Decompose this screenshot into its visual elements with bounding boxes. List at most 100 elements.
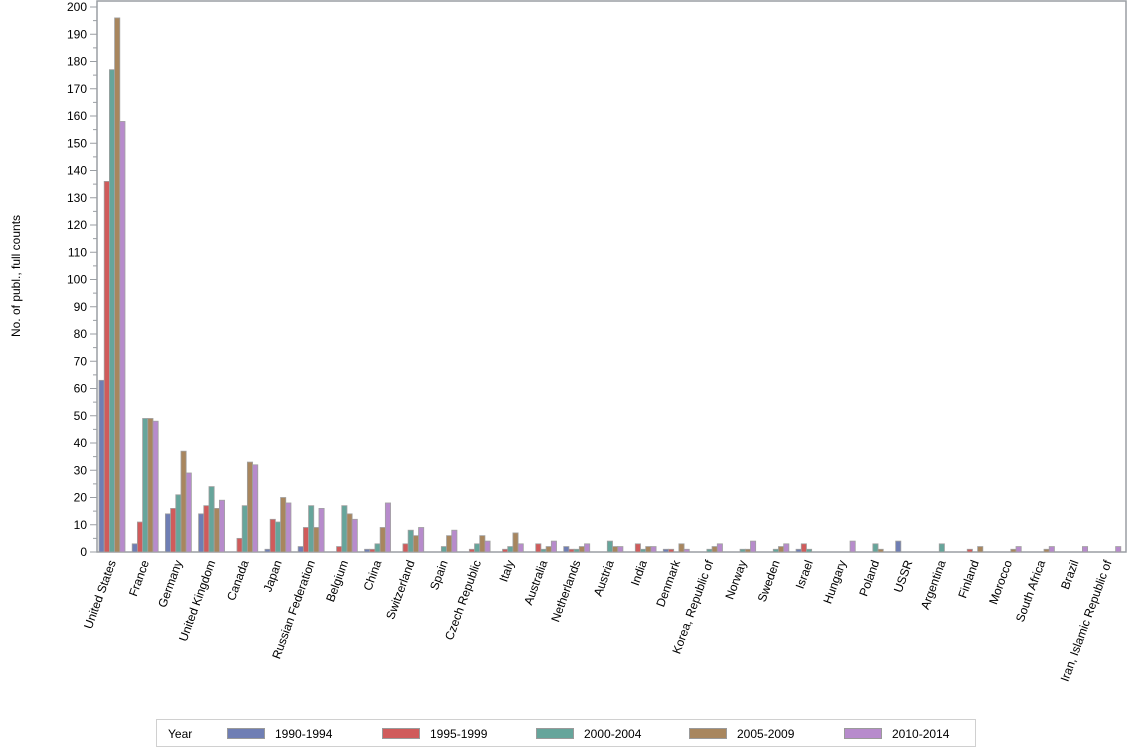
y-tick-label: 180 [67, 55, 87, 69]
bar [297, 546, 304, 553]
bar [336, 546, 343, 553]
x-tick-label: South Africa [1013, 558, 1048, 624]
legend-label: 2000-2004 [584, 727, 642, 741]
y-tick-label: 190 [67, 27, 87, 41]
bar [351, 518, 358, 553]
bar [203, 505, 210, 553]
bar [175, 494, 182, 553]
bar [479, 535, 486, 553]
y-tick-label: 60 [74, 382, 88, 396]
y-axis-title: No. of publ., full counts [9, 215, 23, 337]
x-tick-label: Australia [521, 558, 550, 607]
y-tick-label: 40 [74, 436, 88, 450]
x-tick-label: Canada [224, 558, 252, 603]
legend-label: 2010-2014 [892, 727, 950, 741]
bar [877, 548, 884, 553]
bar [346, 513, 353, 553]
bar [136, 521, 143, 553]
x-tick-label: Sweden [755, 558, 783, 604]
bar [269, 518, 276, 553]
bar [1015, 546, 1022, 553]
bar [645, 546, 652, 553]
bar [545, 546, 552, 553]
bar [264, 548, 271, 553]
bar [474, 543, 481, 553]
bar [142, 418, 149, 553]
bar [573, 548, 580, 553]
bar [563, 546, 570, 553]
x-tick-label: United Kingdom [176, 558, 218, 643]
bar [966, 548, 973, 553]
x-tick-label: Israel [793, 558, 816, 590]
bar [1048, 546, 1055, 553]
bar [285, 502, 292, 553]
bar [744, 548, 751, 553]
y-tick-label: 70 [74, 354, 88, 368]
y-tick-label: 130 [67, 191, 87, 205]
bar [668, 548, 675, 553]
x-tick-label: Italy [496, 558, 517, 583]
x-tick-label: Belgium [323, 558, 351, 604]
bar [662, 548, 669, 553]
y-tick-label: 120 [67, 218, 87, 232]
y-axis: 0 10 20 30 40 50 60 70 80 90 100 110 120 130 140 150 160… [67, 0, 97, 559]
bar [308, 505, 315, 553]
legend-swatch-2005-2009 [689, 728, 727, 739]
bar [849, 540, 856, 553]
bar [683, 548, 690, 553]
x-tick-label: United States [81, 558, 119, 630]
x-tick-label: Switzerland [383, 558, 417, 621]
y-tick-label: 150 [67, 136, 87, 150]
legend-swatch-1990-1994 [227, 728, 265, 739]
bar [412, 535, 419, 553]
legend-swatch-2010-2014 [844, 728, 882, 739]
bar [872, 543, 879, 553]
x-tick-label: USSR [891, 558, 916, 594]
bar [795, 548, 802, 553]
bar [468, 548, 475, 553]
bar [341, 505, 348, 553]
legend-label: 1995-1999 [430, 727, 488, 741]
y-tick-label: 110 [68, 245, 87, 259]
bar [806, 548, 813, 553]
bar [198, 513, 205, 553]
bar [678, 543, 685, 553]
legend-swatch-1995-1999 [382, 728, 420, 739]
bar [778, 546, 785, 553]
bar [384, 502, 391, 553]
bar [517, 543, 524, 553]
bar [274, 521, 281, 553]
bar [147, 418, 154, 553]
bar [180, 450, 187, 553]
bar [540, 548, 547, 553]
bar [550, 540, 557, 553]
legend: Year 1990-1994 1995-1999 2000-2004 2005-… [156, 719, 976, 747]
bar [783, 543, 790, 553]
y-axis-title-text: No. of publ., full counts [9, 215, 23, 337]
legend-label: 1990-1994 [275, 727, 333, 741]
bar [800, 543, 807, 553]
x-tick-label: India [628, 558, 650, 588]
y-tick-label: 50 [74, 409, 88, 423]
bar [568, 548, 575, 553]
bar [512, 532, 519, 553]
bar [185, 472, 192, 553]
legend-swatch-2000-2004 [536, 728, 574, 739]
bar [318, 507, 325, 553]
x-tick-label: Brazil [1058, 558, 1081, 591]
bar [938, 543, 945, 553]
bar [750, 540, 757, 553]
bar [164, 513, 171, 553]
bar [152, 420, 159, 553]
bar [98, 379, 105, 553]
x-tick-label: Germany [155, 558, 185, 609]
x-tick-label: Austria [591, 558, 617, 598]
bar [374, 543, 381, 553]
bar [1082, 546, 1089, 553]
x-tick-label: Argentina [918, 558, 949, 611]
bar [252, 464, 259, 553]
bar [772, 548, 779, 553]
x-tick-label: Norway [722, 558, 749, 601]
